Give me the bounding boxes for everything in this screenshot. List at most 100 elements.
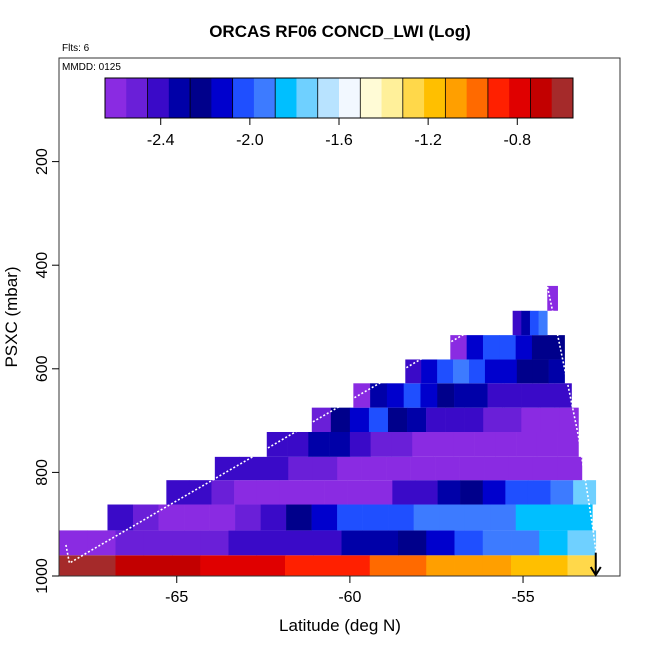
heatmap-cell-r3-c0 (166, 480, 190, 505)
heatmap-cell-r1-c16 (511, 530, 540, 556)
flight-track-line (65, 284, 597, 576)
heatmap-cell-r8-c3 (453, 359, 470, 384)
flights-annotation: Flts: 6 (62, 43, 90, 54)
heatmap-cell-r5-c10 (474, 431, 496, 457)
heatmap-cell-r9-c6 (548, 335, 565, 360)
colorbar-swatch-18 (487, 78, 510, 118)
x-axis-label: Latitude (deg N) (279, 616, 401, 635)
heatmap-cell-r5-c9 (453, 431, 475, 457)
heatmap-cell-r1-c8 (285, 530, 314, 556)
heatmap-cell-r1-c3 (143, 530, 173, 556)
heatmap-cell-r6-c13 (559, 407, 579, 432)
heatmap-cell-r6-c7 (445, 407, 465, 432)
heatmap-cell-r1-c10 (341, 530, 371, 556)
heatmap-cell-r7-c5 (437, 383, 455, 408)
heatmap-cell-r8-c8 (532, 359, 549, 384)
heatmap-cell-r3-c13 (460, 480, 484, 505)
heatmap-cell-r3-c6 (301, 480, 325, 505)
heatmap-cell-r3-c12 (437, 480, 461, 505)
heatmap-cell-r3-c14 (482, 480, 506, 505)
heatmap-cell-r9-c1 (466, 335, 484, 360)
x-tick-label-2: -55 (511, 589, 534, 606)
heatmap-cell-r9-c2 (482, 335, 500, 360)
heatmap-cell-r3-c16 (527, 480, 551, 505)
heatmap-cell-r0-c6 (228, 555, 258, 576)
plot-frame (58, 57, 621, 577)
heatmap-cell-r5-c14 (557, 431, 579, 457)
colorbar-swatch-2 (147, 78, 170, 118)
heatmap-cell-r0-c11 (369, 555, 399, 576)
heatmap-cell-r6-c4 (387, 407, 408, 432)
heatmap-cell-r4-c12 (508, 456, 534, 481)
heatmap-cell-r2-c5 (235, 504, 261, 531)
heatmap-cell-r1-c18 (567, 530, 597, 556)
colorbar-tick-label-0: -2.4 (147, 132, 175, 149)
colorbar-swatch-16 (445, 78, 468, 118)
colorbar-swatch-8 (275, 78, 297, 118)
heatmap-cell-r0-c0 (59, 555, 88, 576)
heatmap-cell-r10-c2 (529, 310, 539, 336)
colorbar-swatch-10 (317, 78, 340, 118)
heatmap-cell-r9-c4 (515, 335, 533, 360)
heatmap-cell-r4-c7 (386, 456, 411, 481)
heatmap-cell-r7-c12 (554, 383, 572, 408)
heatmap-cell-r11-c0 (547, 285, 558, 311)
heatmap-cell-r0-c3 (143, 555, 173, 576)
heatmap-cell-r3-c10 (392, 480, 416, 505)
colorbar-swatch-15 (424, 78, 446, 118)
heatmap-cell-r2-c6 (260, 504, 287, 531)
colorbar-swatch-0 (105, 78, 127, 118)
heatmap-cell-r4-c2 (263, 456, 289, 481)
colorbar-swatch-21 (551, 78, 574, 118)
heatmap-cell-r7-c11 (537, 383, 556, 408)
heatmap-cell-r0-c13 (426, 555, 455, 576)
heatmap-cell-r1-c1 (87, 530, 116, 556)
heatmap-cell-r0-c1 (87, 555, 116, 576)
heatmap-cell-r8-c1 (421, 359, 438, 384)
heatmap-cell-r3-c17 (550, 480, 574, 505)
heatmap-cell-r0-c5 (200, 555, 229, 576)
heatmap-cell-r2-c3 (184, 504, 210, 531)
heatmap-cell-r7-c0 (353, 383, 371, 408)
heatmap-cell-r1-c12 (398, 530, 427, 556)
heatmap-cell-r5-c0 (266, 431, 288, 457)
colorbar-swatch-14 (402, 78, 425, 118)
heatmap-cell-r7-c10 (521, 383, 539, 408)
heatmap-cell-r2-c2 (158, 504, 185, 531)
colorbar-swatch-4 (190, 78, 212, 118)
heatmap-cell-r9-c5 (531, 335, 549, 360)
heatmap-cell-r3-c11 (414, 480, 438, 505)
colorbar-swatch-17 (466, 78, 489, 118)
heatmap-cell-r7-c2 (386, 383, 404, 408)
colorbar-swatch-12 (360, 78, 382, 118)
heatmap-cell-r6-c8 (464, 407, 484, 432)
heatmap-cell-r4-c11 (484, 456, 509, 481)
flight-track (65, 284, 602, 577)
heatmap-cell-r0-c4 (172, 555, 201, 576)
heatmap-cell-r5-c8 (433, 431, 455, 457)
heatmap-cell-r4-c14 (557, 456, 583, 481)
heatmap-cell-r7-c4 (420, 383, 438, 408)
heatmap-cell-r7-c1 (370, 383, 388, 408)
heatmap-cell-r2-c0 (107, 504, 134, 531)
heatmap-cell-r6-c2 (349, 407, 370, 432)
heatmap-cell-r6-c12 (540, 407, 560, 432)
heatmap-cell-r6-c1 (330, 407, 351, 432)
colorbar-swatch-5 (211, 78, 234, 118)
heatmap-cell-r4-c9 (435, 456, 460, 481)
heatmap-cell-r5-c7 (412, 431, 434, 457)
heatmap-cell-r1-c11 (369, 530, 399, 556)
heatmap-cell-r0-c17 (539, 555, 568, 576)
heatmap-cell-r7-c6 (454, 383, 472, 408)
heatmap-cell-r2-c15 (490, 504, 517, 531)
heatmap-cell-r1-c5 (200, 530, 229, 556)
heatmap-cell-r4-c8 (410, 456, 436, 481)
heatmap-cell-r0-c15 (482, 555, 512, 576)
heatmap-cell-r4-c0 (214, 456, 240, 481)
heatmap-cell-r6-c0 (311, 407, 332, 432)
heatmap-cell-r0-c14 (454, 555, 484, 576)
heatmap-cell-r0-c9 (313, 555, 342, 576)
heatmap-cell-r8-c0 (405, 359, 422, 384)
track-end-arrow-head (589, 566, 602, 577)
heatmap-cell-r1-c9 (313, 530, 342, 556)
